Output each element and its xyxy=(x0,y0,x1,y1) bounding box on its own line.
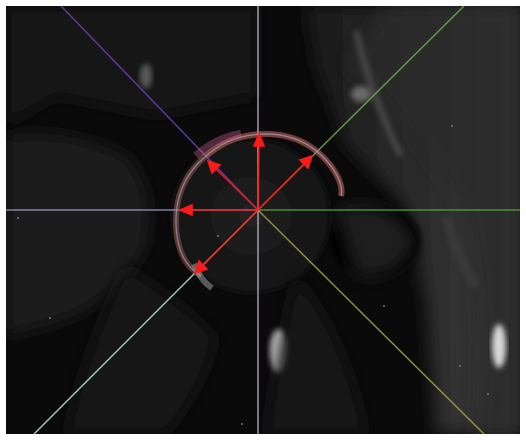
arrow-upper-right xyxy=(257,154,314,211)
line-diagonal-lower-right xyxy=(257,209,485,434)
mri-canvas xyxy=(6,6,520,434)
image-speckles xyxy=(17,125,489,425)
mri-viewer[interactable] xyxy=(6,6,520,434)
arrow-left xyxy=(177,203,258,217)
arrow-upper-left xyxy=(206,159,259,211)
anatomy-background xyxy=(6,6,520,434)
arc-pink-band xyxy=(193,130,242,160)
arrow-up xyxy=(252,131,266,211)
arc-left-inner-line xyxy=(175,155,207,277)
femoral-head-outline xyxy=(172,130,345,291)
line-diagonal-upper-left xyxy=(60,6,259,211)
arrow-lower-left xyxy=(193,209,259,275)
measurement-arrows xyxy=(177,131,314,275)
arc-outer-inner-line xyxy=(205,133,343,197)
arc-lower-tail xyxy=(191,262,214,291)
